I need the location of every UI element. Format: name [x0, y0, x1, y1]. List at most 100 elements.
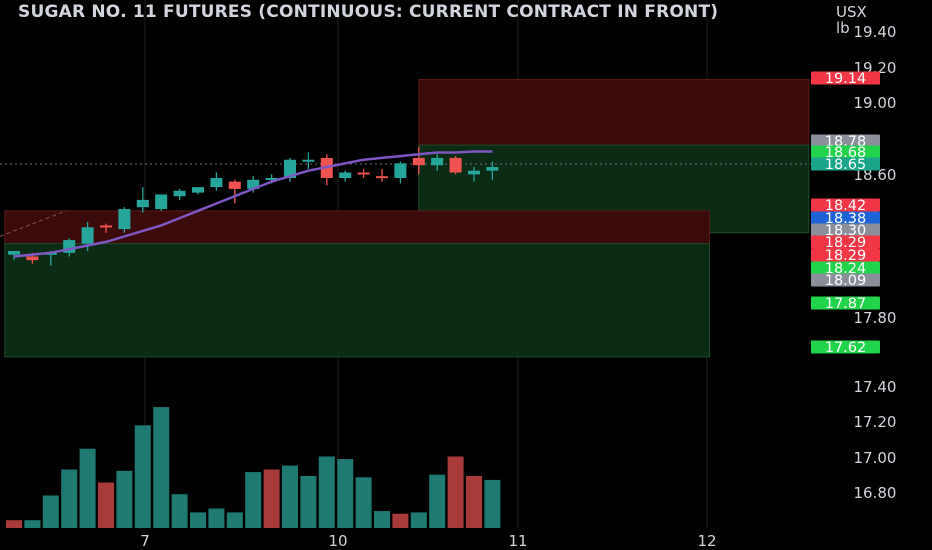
time-axis[interactable]: 7 10 11 12 [140, 532, 716, 550]
price-label-box [811, 296, 880, 310]
target-zone-3 [4, 243, 711, 358]
candle [394, 161, 407, 184]
price-label: 18.30 [811, 223, 880, 239]
time-tick-label: 10 [328, 532, 347, 550]
volume-bar [484, 479, 501, 528]
unit-label: lb [836, 19, 850, 37]
volume-bar [171, 494, 188, 528]
price-label-text: 18.42 [825, 198, 867, 214]
candle-body [265, 178, 278, 180]
price-label: 18.29 [811, 248, 880, 264]
price-label-box [811, 157, 880, 171]
price-tick-label: 17.80 [854, 309, 897, 327]
price-label: 18.42 [811, 198, 880, 214]
candle [302, 152, 315, 169]
candle [136, 187, 149, 213]
candle-body [284, 159, 296, 178]
candle-body [100, 225, 112, 228]
volume-bar [24, 520, 41, 528]
price-label-text: 18.68 [825, 145, 867, 161]
price-label-box [811, 198, 880, 212]
volume-bar [116, 470, 133, 528]
candle-body [376, 176, 388, 179]
volume-bar [61, 469, 78, 528]
price-label-text: 18.30 [825, 223, 867, 239]
volume-bar [190, 512, 206, 528]
candle [431, 154, 444, 171]
candle-body [63, 240, 76, 253]
candle [357, 168, 370, 178]
candle-body [81, 227, 94, 244]
candle [284, 157, 296, 182]
price-label-text: 19.14 [825, 71, 867, 87]
candle [210, 172, 223, 191]
price-tick-label: 16.80 [854, 484, 897, 502]
volume-bar [6, 520, 22, 528]
volume-bar [226, 512, 243, 528]
price-labels: 19.1418.7818.6818.6518.4218.3818.3018.29… [811, 71, 880, 356]
candle [63, 238, 76, 257]
candle [486, 161, 499, 180]
volume-bar [466, 476, 482, 528]
price-label: 18.29 [811, 235, 880, 251]
price-label-box [811, 340, 880, 354]
price-label-box [811, 235, 880, 249]
candle [192, 187, 204, 195]
volume-bar [79, 448, 96, 528]
candle [173, 188, 186, 200]
candle [155, 194, 168, 211]
candle-body [210, 178, 223, 188]
candle [412, 146, 425, 175]
price-label: 18.65 [811, 157, 880, 173]
candle-body [8, 251, 20, 255]
stop-zone-0 [418, 78, 810, 146]
volume-bar [355, 477, 372, 528]
price-label-box [811, 134, 880, 148]
time-tick-label: 12 [697, 532, 716, 550]
price-label-box [811, 273, 880, 287]
volume-bar [318, 456, 335, 528]
price-tick-label: 17.20 [854, 413, 897, 431]
volume-bar [208, 508, 225, 528]
volume-bar [337, 459, 354, 528]
volume-bar [42, 495, 59, 528]
price-label: 17.62 [811, 340, 880, 356]
candle [100, 223, 112, 233]
volume-bar [374, 511, 390, 528]
candle-body [173, 190, 186, 197]
candle-body [394, 163, 407, 178]
candle-body [302, 159, 315, 162]
price-label-text: 18.38 [825, 211, 867, 227]
time-tick-label: 7 [140, 532, 150, 550]
volume-bar [429, 474, 446, 528]
price-label-box [811, 248, 880, 262]
zone-entry-line [0, 210, 67, 237]
price-label-box [811, 223, 880, 237]
price-label-text: 17.62 [825, 340, 867, 356]
price-label: 19.14 [811, 71, 880, 87]
volume-bar [98, 482, 114, 528]
chart-title: SUGAR NO. 11 FUTURES (CONTINUOUS: CURREN… [18, 2, 719, 22]
candle-body [339, 172, 352, 178]
price-tick-label: 17.00 [854, 449, 897, 467]
price-label-box [811, 211, 880, 225]
price-label-box [811, 261, 880, 275]
price-axis[interactable]: 19.4019.2019.0018.6017.8017.4017.2017.00… [854, 23, 897, 502]
candle [468, 167, 480, 182]
candle-body [26, 256, 39, 261]
price-label-text: 18.65 [825, 157, 867, 173]
position-zones[interactable] [0, 78, 810, 358]
candle-body [136, 199, 149, 208]
volume-bar [410, 512, 427, 528]
price-label: 18.09 [811, 273, 880, 289]
candle-body [247, 179, 260, 189]
candle-body [468, 170, 480, 175]
price-label-text: 18.29 [825, 248, 867, 264]
candle [449, 156, 462, 175]
volume-bar [245, 472, 262, 528]
candle-body [431, 157, 444, 166]
price-tick-label: 19.40 [854, 23, 897, 41]
volume-bar [282, 465, 298, 528]
candle-body [357, 172, 370, 175]
